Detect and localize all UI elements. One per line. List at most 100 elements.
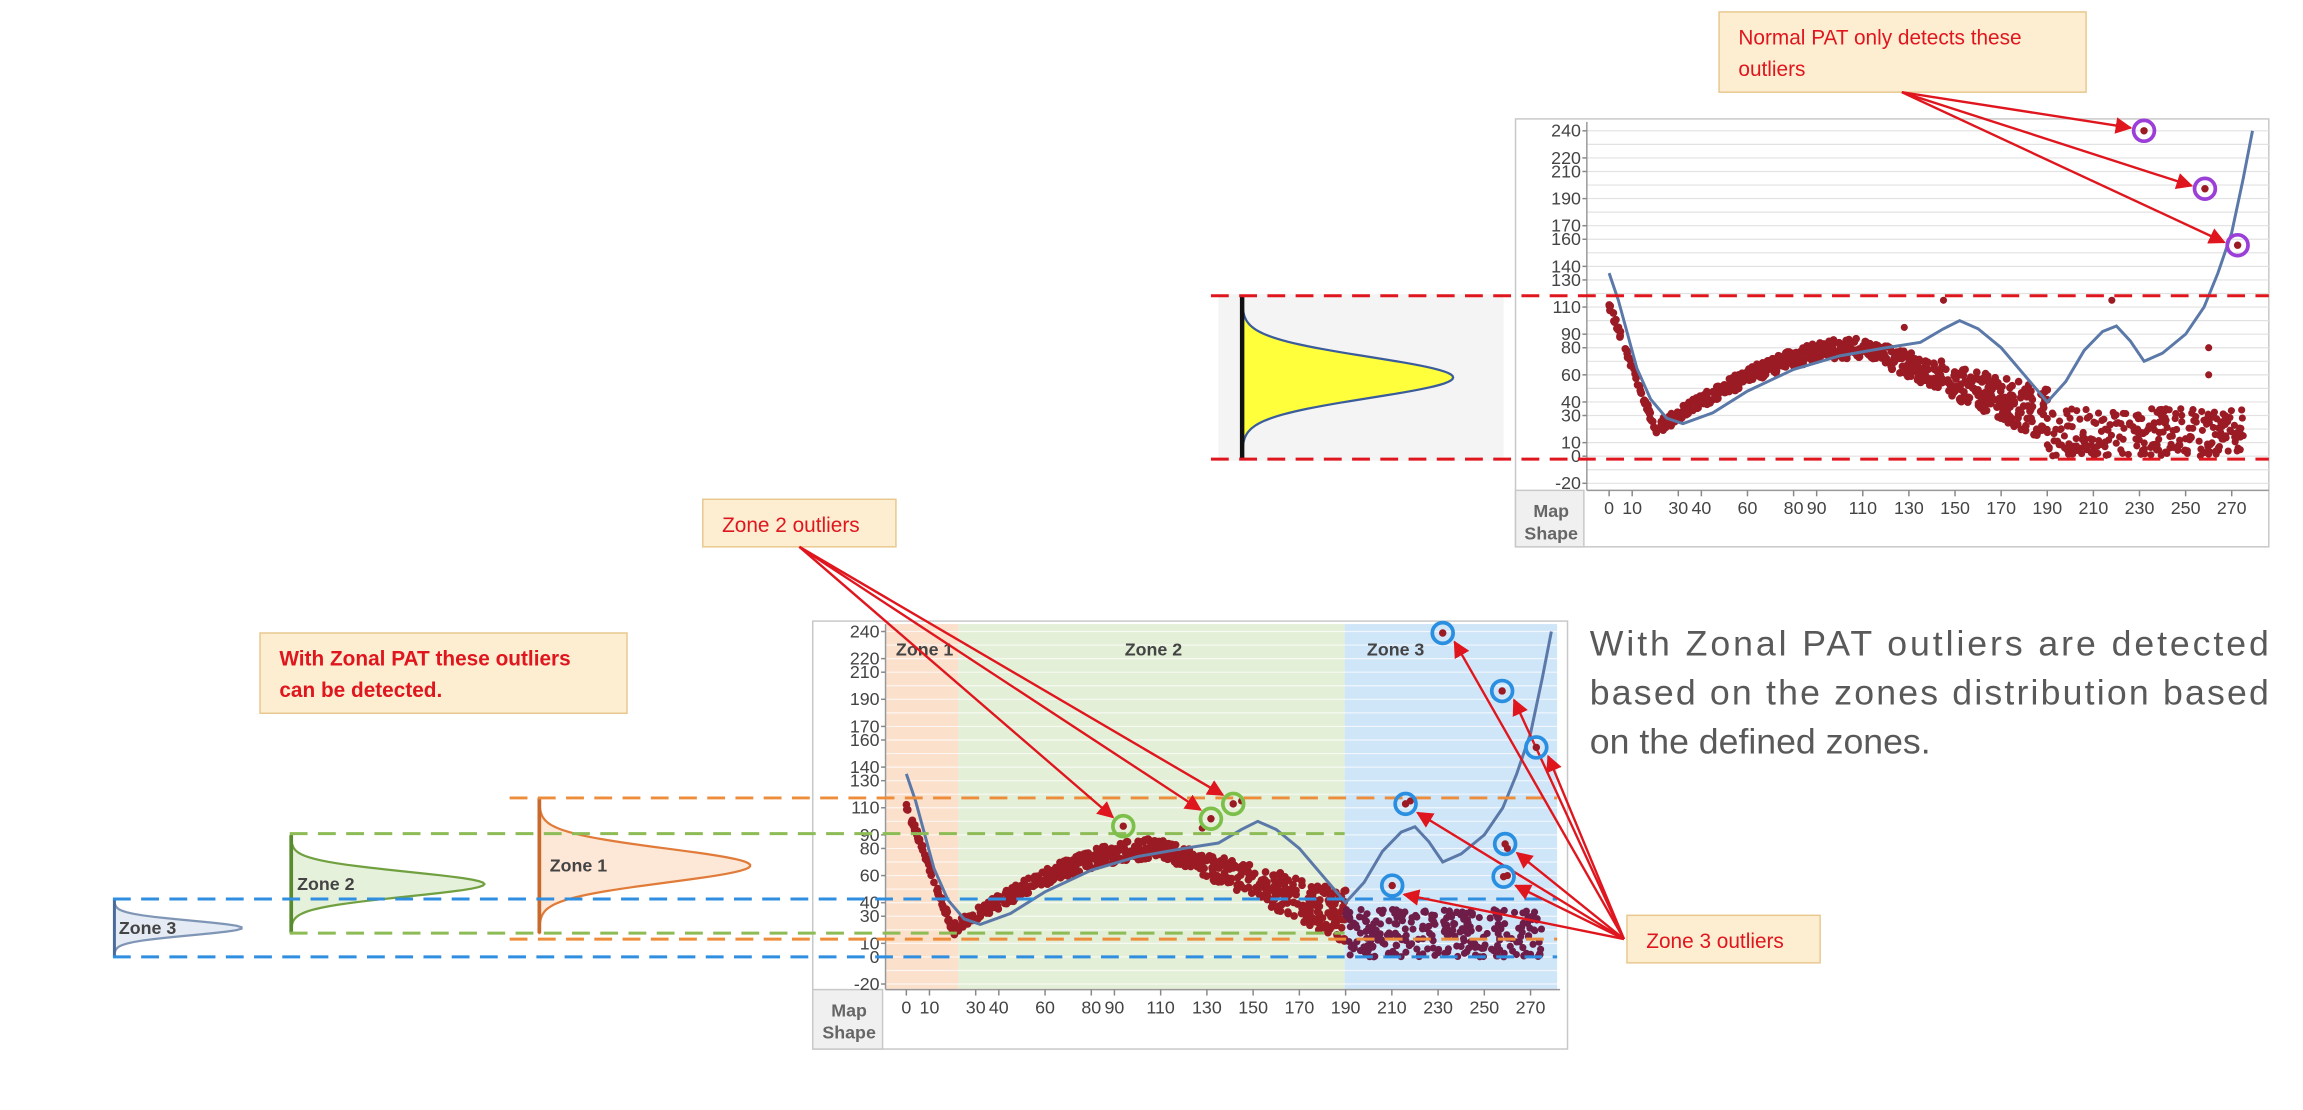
data-point (2183, 447, 2191, 455)
data-point (1456, 928, 1464, 936)
data-point (956, 922, 965, 931)
data-point (1475, 913, 1483, 922)
main-layer: 2402202101901701601401301109080604030100… (112, 121, 2254, 1043)
data-point (2145, 422, 2153, 430)
outlier-ring (2225, 232, 2250, 258)
x-tick-label: 90 (1807, 498, 1827, 518)
data-point (2239, 432, 2247, 440)
data-point (1530, 908, 1539, 916)
data-point (1972, 368, 1981, 377)
distribution-fill (1241, 294, 1455, 461)
data-point (1986, 399, 1995, 408)
data-point (1018, 889, 1027, 898)
y-tick-label: 60 (1561, 365, 1581, 385)
data-point (2135, 436, 2143, 444)
data-point (1309, 886, 1318, 895)
data-point (1695, 394, 1704, 403)
data-point (1679, 410, 1688, 418)
x-tick-label: 30 (1668, 498, 1688, 518)
data-point (1393, 913, 1401, 922)
zone-label: Zone 2 (1125, 639, 1182, 659)
data-point (939, 904, 948, 913)
data-point (1413, 945, 1421, 953)
data-point (2133, 442, 2141, 450)
data-point (1405, 942, 1413, 950)
y-tick-label: 0 (1571, 446, 1581, 466)
data-point (2198, 426, 2206, 434)
callout-box (259, 632, 628, 714)
data-point (1316, 920, 1324, 928)
data-point (2176, 441, 2184, 449)
y-tick-label: 190 (850, 689, 880, 709)
data-point (1537, 945, 1545, 953)
callout-text: With Zonal PAT these outliers (279, 648, 570, 671)
data-point (1284, 908, 1292, 916)
data-point (1716, 383, 1725, 392)
data-point (1304, 914, 1313, 922)
data-point (902, 805, 911, 814)
data-point (1772, 367, 1781, 375)
y-tick-label: 140 (850, 757, 880, 777)
outlier-point (1439, 629, 1447, 637)
data-point (1519, 909, 1527, 917)
distribution-fill (113, 897, 243, 959)
outlier-point (1501, 840, 1509, 848)
data-point (1475, 924, 1483, 932)
data-point (1270, 876, 1279, 884)
outlier-point (1229, 800, 1237, 808)
data-point (1261, 868, 1270, 876)
data-point (1428, 912, 1436, 920)
x-tick-label: 60 (1035, 997, 1055, 1017)
data-point (2100, 415, 2108, 423)
chart-frame (1514, 118, 2270, 548)
data-point (2233, 429, 2241, 437)
data-point (2106, 421, 2114, 429)
data-point (2150, 419, 2158, 427)
data-point (1027, 882, 1035, 890)
data-point (2119, 409, 2127, 417)
data-point (1774, 351, 1783, 360)
data-point (1609, 309, 1618, 317)
trend-line (1607, 130, 2254, 426)
data-point (1679, 401, 1688, 410)
data-point (1220, 854, 1229, 863)
data-point (1449, 926, 1457, 934)
data-point (1375, 907, 1384, 915)
data-point (2153, 446, 2161, 454)
data-point (1767, 359, 1776, 368)
data-point (1977, 389, 1986, 398)
data-point (1306, 921, 1314, 930)
data-point (933, 884, 942, 893)
data-point (2076, 415, 2084, 423)
data-point (2049, 452, 2057, 460)
data-point (1121, 849, 1130, 858)
data-point (1199, 871, 1208, 879)
distribution-fill (290, 833, 486, 935)
data-point (2094, 409, 2103, 417)
data-point (1462, 909, 1470, 917)
data-point (1529, 940, 1537, 948)
data-point (2226, 426, 2234, 434)
data-point (2205, 344, 2213, 352)
data-point (1426, 929, 1434, 937)
data-point (1361, 948, 1369, 957)
data-point (1082, 862, 1090, 871)
data-point (1144, 835, 1153, 843)
data-point (1793, 351, 1802, 360)
data-point (1486, 914, 1494, 922)
description-line: With Zonal PAT outliers are detected (1590, 623, 2269, 663)
data-point (1344, 913, 1352, 921)
data-point (1392, 906, 1401, 914)
outlier-point (1119, 822, 1127, 830)
data-point (1648, 417, 1657, 426)
data-point (1605, 302, 1614, 310)
data-point (1952, 370, 1960, 378)
x-tick-label: 190 (2032, 498, 2062, 518)
y-tick-label: 90 (1561, 324, 1581, 344)
data-point (1462, 927, 1470, 935)
x-tick-label: 110 (1146, 997, 1174, 1017)
y-tick-label: 210 (1551, 161, 1581, 181)
data-point (1385, 929, 1393, 937)
data-point (1357, 905, 1365, 914)
